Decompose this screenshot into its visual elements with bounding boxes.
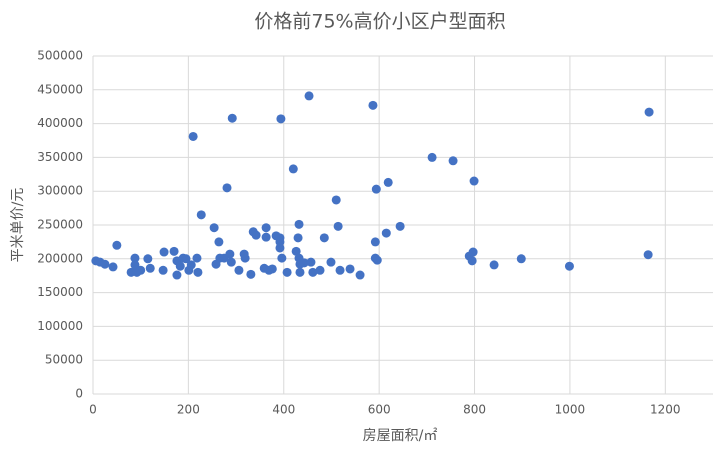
point	[427, 152, 437, 162]
x-tick-label: 800	[463, 403, 486, 417]
point	[319, 233, 329, 243]
chart-title: 价格前75%高价小区户型面积	[254, 11, 505, 33]
point	[333, 221, 343, 231]
point	[136, 265, 146, 275]
point	[112, 240, 122, 250]
point	[192, 253, 202, 263]
y-tick-label: 450000	[37, 82, 83, 96]
point	[282, 267, 292, 277]
y-tick-label: 350000	[37, 150, 83, 164]
point	[315, 265, 325, 275]
point	[193, 267, 203, 277]
point	[188, 131, 198, 141]
point	[267, 264, 277, 274]
point	[227, 113, 237, 123]
point	[169, 246, 179, 256]
x-tick-label: 0	[89, 403, 97, 417]
point	[130, 260, 140, 270]
point	[209, 223, 219, 233]
point	[172, 270, 182, 280]
point	[467, 256, 477, 266]
point	[288, 164, 298, 174]
point	[355, 270, 365, 280]
y-tick-label: 100000	[37, 319, 83, 333]
x-tick-label: 400	[272, 403, 295, 417]
point	[335, 265, 345, 275]
point	[295, 267, 305, 277]
point	[261, 223, 271, 233]
point	[277, 253, 287, 263]
point	[251, 230, 261, 240]
point	[468, 247, 478, 257]
point	[225, 249, 235, 259]
point	[158, 265, 168, 275]
point	[246, 269, 256, 279]
point	[291, 246, 301, 256]
point	[240, 253, 250, 263]
point	[181, 254, 191, 264]
point	[306, 257, 316, 267]
point	[196, 210, 206, 220]
point	[469, 176, 479, 186]
point	[489, 260, 499, 270]
point	[643, 250, 653, 260]
y-tick-label: 300000	[37, 184, 83, 198]
point	[331, 195, 341, 205]
point	[381, 228, 391, 238]
x-tick-label: 600	[368, 403, 391, 417]
y-axis-label: 平米单价/元	[10, 188, 26, 263]
point	[159, 247, 169, 257]
y-tick-label: 250000	[37, 218, 83, 232]
x-tick-label: 1000	[555, 403, 586, 417]
point	[368, 100, 378, 110]
point	[304, 91, 314, 101]
point	[143, 254, 153, 264]
point	[299, 258, 309, 268]
point	[226, 257, 236, 267]
point	[370, 237, 380, 247]
point	[644, 107, 654, 117]
point	[186, 260, 196, 270]
point	[130, 253, 140, 263]
point	[308, 267, 318, 277]
y-tick-label: 150000	[37, 285, 83, 299]
point	[395, 221, 405, 231]
y-tick-label: 500000	[37, 49, 83, 63]
point	[175, 261, 185, 271]
point	[293, 233, 303, 243]
point	[261, 232, 271, 242]
point	[383, 177, 393, 187]
y-tick-label: 400000	[37, 116, 83, 130]
point	[448, 156, 458, 166]
point	[100, 259, 110, 269]
point	[234, 265, 244, 275]
x-tick-label: 200	[177, 403, 200, 417]
y-tick-label: 50000	[45, 353, 83, 367]
point	[108, 262, 118, 272]
point	[214, 237, 224, 247]
x-tick-label: 1200	[650, 403, 681, 417]
y-tick-label: 200000	[37, 251, 83, 265]
point	[222, 183, 232, 193]
point	[294, 219, 304, 229]
point	[371, 184, 381, 194]
x-axis-label: 房屋面积/㎡	[363, 428, 438, 444]
point	[145, 263, 155, 273]
y-tick-label: 0	[75, 387, 83, 401]
point	[516, 254, 526, 264]
point	[326, 257, 336, 267]
point	[275, 237, 285, 247]
point	[564, 261, 574, 271]
point	[372, 255, 382, 265]
point	[276, 114, 286, 124]
point	[345, 264, 355, 274]
